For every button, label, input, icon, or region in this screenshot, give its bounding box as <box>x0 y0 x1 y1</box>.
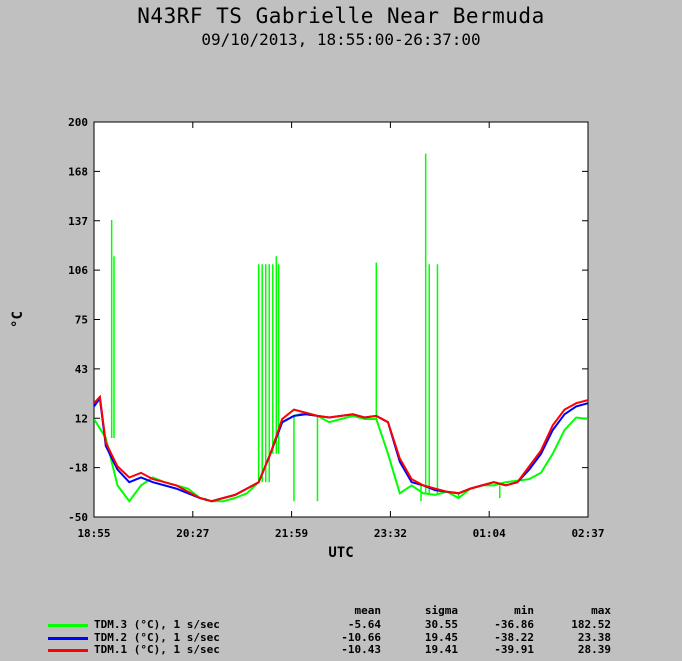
series-line-3 <box>94 394 588 503</box>
y-tick-label: -50 <box>68 511 88 524</box>
y-tick-label: -18 <box>68 462 88 475</box>
y-tick-label: 12 <box>75 412 88 425</box>
y-tick-label: 168 <box>68 165 88 178</box>
x-axis-label: UTC <box>328 545 353 561</box>
chart-title: N43RF TS Gabrielle Near Bermuda <box>137 4 545 28</box>
x-tick-label: 02:37 <box>571 527 604 540</box>
x-tick-label: 20:27 <box>176 527 209 540</box>
x-tick-label: 23:32 <box>374 527 407 540</box>
y-axis-label: °C <box>10 311 26 328</box>
plot-area <box>93 121 589 518</box>
x-tick-label: 21:59 <box>275 527 308 540</box>
x-tick-label: 18:55 <box>77 527 110 540</box>
y-tick-label: 106 <box>68 264 88 277</box>
y-tick-label: 200 <box>68 116 88 129</box>
chart-subtitle: 09/10/2013, 18:55:00-26:37:00 <box>201 30 481 49</box>
y-tick-label: 43 <box>75 363 88 376</box>
y-tick-label: 75 <box>75 314 88 327</box>
y-tick-label: 137 <box>68 215 88 228</box>
x-tick-label: 01:04 <box>473 527 506 540</box>
